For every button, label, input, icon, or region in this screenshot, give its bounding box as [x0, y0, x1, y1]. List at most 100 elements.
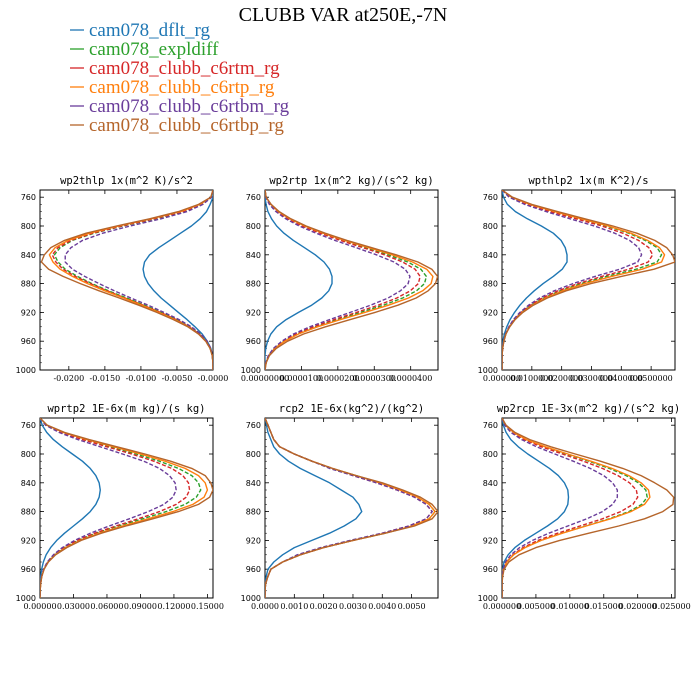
chart-panel: wpthlp2 1x(m K^2)/s 760 800 840 880 920 960 100…: [478, 175, 676, 383]
series-line: [40, 418, 101, 598]
y-tick-label: 1000: [16, 366, 36, 375]
series-line: [265, 418, 363, 598]
y-tick-label: 880: [21, 280, 36, 289]
x-tick-label: 0.0020: [310, 602, 338, 611]
plot-frame: [39, 189, 214, 371]
legend-label: cam078_clubb_c6rtbm_rg: [89, 96, 290, 117]
chart-panel: wprtp2 1E-6x(m kg)/(s kg) 760 800 840 880 920…: [16, 403, 224, 611]
x-tick-label: 0.0000200: [316, 374, 359, 383]
plot-frame: [264, 189, 439, 371]
x-tick-label: 0.0500000: [630, 374, 673, 383]
y-tick-label: 960: [246, 337, 261, 346]
series-line: [142, 190, 213, 370]
x-tick-label: 0.06000: [90, 602, 123, 611]
y-tick-label: 800: [483, 450, 498, 459]
series-line: [265, 190, 428, 370]
y-tick-label: 960: [483, 565, 498, 574]
chart-panel: wp2thlp 1x(m^2 K)/s^2 760 800 840 880 920 960 1…: [16, 175, 229, 383]
figure-title: CLUBB VAR at250E,-7N: [239, 4, 448, 26]
y-tick-label: 840: [483, 251, 498, 260]
x-tick-label: 0.0000: [251, 602, 279, 611]
plot-frame: [501, 189, 676, 371]
y-tick-label: 920: [21, 308, 36, 317]
y-tick-label: 920: [483, 536, 498, 545]
series-line: [40, 418, 177, 598]
legend-label: cam078_clubb_c6rtbp_rg: [89, 115, 284, 136]
series-line: [502, 418, 648, 598]
y-tick-label: 760: [246, 421, 261, 430]
y-tick-label: 760: [246, 193, 261, 202]
series-line: [40, 418, 213, 598]
chart-panel: wp2rcp 1E-3x(m^2 kg)/(s^2 kg) 760 800 840 88…: [478, 403, 691, 611]
legend-label: cam078_dflt_rg: [89, 20, 211, 41]
y-tick-label: 920: [483, 308, 498, 317]
x-tick-label: 0.025000: [653, 602, 691, 611]
x-tick-label: 0.09000: [124, 602, 157, 611]
y-tick-label: 1000: [16, 594, 36, 603]
y-tick-label: 800: [246, 450, 261, 459]
x-tick-label: 0.0050: [398, 602, 426, 611]
y-tick-label: 800: [246, 222, 261, 231]
y-tick-label: 880: [483, 508, 498, 517]
series-line: [502, 190, 675, 370]
y-tick-label: 840: [21, 251, 36, 260]
series-line: [502, 190, 654, 370]
panel-title: wp2rcp 1E-3x(m^2 kg)/(s^2 kg): [497, 403, 680, 415]
y-tick-label: 840: [246, 251, 261, 260]
series-line: [502, 418, 651, 598]
x-tick-label: 0.0000400: [389, 374, 432, 383]
series-line: [502, 418, 675, 598]
plot-frame: [264, 417, 439, 599]
x-tick-label: 0.010000: [551, 602, 589, 611]
y-tick-label: 920: [246, 308, 261, 317]
plot-frame: [39, 417, 214, 599]
series-line: [51, 190, 213, 370]
panel-title: wpthlp2 1x(m K^2)/s: [528, 175, 648, 187]
x-tick-label: 0.0040: [368, 602, 396, 611]
series-line: [40, 190, 213, 370]
y-tick-label: 880: [21, 508, 36, 517]
legend-label: cam078_expldiff: [89, 39, 219, 60]
series-line: [40, 418, 209, 598]
x-tick-label: 0.015000: [585, 602, 623, 611]
series-line: [48, 190, 213, 370]
y-tick-label: 960: [483, 337, 498, 346]
x-tick-label: 0.0100000: [510, 374, 553, 383]
x-tick-label: 0.000000: [483, 374, 521, 383]
series-line: [502, 418, 639, 598]
chart-panel: wp2rtp 1x(m^2 kg)/(s^2 kg) 760 800 840 880 92…: [241, 175, 439, 383]
chart-panels: wp2thlp 1x(m^2 K)/s^2 760 800 840 880 920 960 1…: [16, 175, 691, 611]
series-line: [265, 418, 433, 598]
y-tick-label: 760: [483, 193, 498, 202]
y-tick-label: 960: [246, 565, 261, 574]
x-tick-label: 0.005000: [517, 602, 555, 611]
panel-title: rcp2 1E-6x(kg^2)/(kg^2): [279, 403, 424, 415]
y-tick-label: 1000: [241, 594, 261, 603]
y-tick-label: 1000: [478, 594, 498, 603]
series-line: [502, 418, 570, 598]
series-line: [502, 418, 619, 598]
y-tick-label: 840: [483, 479, 498, 488]
plot-frame: [501, 417, 676, 599]
y-tick-label: 920: [246, 536, 261, 545]
y-tick-label: 800: [21, 222, 36, 231]
x-tick-label: 0.000000: [483, 602, 521, 611]
y-tick-label: 1000: [241, 366, 261, 375]
series-line: [265, 418, 433, 598]
y-tick-label: 1000: [478, 366, 498, 375]
x-tick-label: -0.0100: [126, 374, 157, 383]
panel-title: wprtp2 1E-6x(m kg)/(s kg): [47, 403, 205, 415]
y-tick-label: 760: [21, 193, 36, 202]
series-line: [265, 418, 436, 598]
series-line: [265, 190, 438, 370]
x-tick-label: 0.15000: [191, 602, 224, 611]
x-tick-label: 0.020000: [619, 602, 657, 611]
series-line: [64, 190, 213, 370]
x-tick-label: -0.0150: [90, 374, 121, 383]
y-tick-label: 880: [246, 508, 261, 517]
x-tick-label: 0.12000: [157, 602, 190, 611]
panel-title: wp2thlp 1x(m^2 K)/s^2: [60, 175, 193, 187]
x-tick-label: 0.0200000: [540, 374, 583, 383]
